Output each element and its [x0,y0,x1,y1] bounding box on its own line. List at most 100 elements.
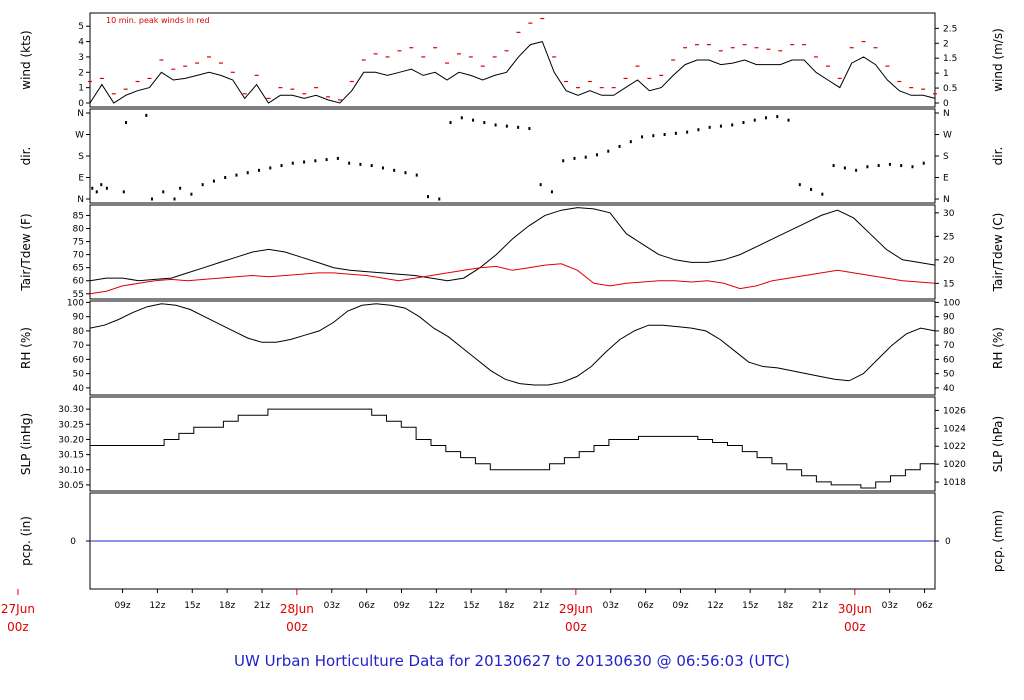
dir-point [125,121,128,125]
temp-left-axis-label: 75 [73,238,84,248]
dir-point [843,166,846,170]
dir-point [539,183,542,187]
slp-left-axis-label: 30.15 [58,451,84,461]
slp-panel-frame [89,396,936,492]
time-tick-label: 12z [428,601,444,611]
dir-point [855,168,858,172]
rh-right-axis-label: 40 [943,384,955,394]
slp-left-axis-label: 30.20 [58,435,84,445]
dir-point [303,160,306,164]
dir-point [348,161,351,165]
slp-right-axis-label: 1026 [943,406,966,416]
day-label-date: 28Jun [280,602,314,616]
rh-left-axis-label: 90 [73,313,85,323]
time-tick-label: 03z [324,601,340,611]
dir-right-axis-label: N [943,195,950,205]
dir-point [674,131,677,135]
dir-point [798,183,801,187]
dir-right-axis-label: W [943,131,952,141]
pcp-ylabel-left: pcp. (in) [19,516,33,566]
pcp-right-label: 0 [945,537,951,547]
chart-title: UW Urban Horticulture Data for 20130627 … [234,652,790,670]
dir-point [100,183,103,187]
wind-left-axis-label: 4 [78,38,84,48]
dir-ylabel-right: dir. [991,147,1005,166]
dir-point [449,121,452,125]
slp-ylabel-right: SLP (hPa) [991,416,1005,472]
dir-point [150,197,153,201]
rh-ylabel-left: RH (%) [19,327,33,369]
time-tick-label: 09z [114,601,130,611]
slp-left-axis-label: 30.25 [58,420,84,430]
wind-right-axis-label: 0.5 [943,84,957,94]
dir-point [652,134,655,138]
rh-line [89,303,936,386]
dir-point [494,123,497,127]
dir-point [550,190,553,194]
dir-left-axis-label: W [75,131,84,141]
dir-right-axis-label: S [943,152,949,162]
dir-point [900,164,903,168]
time-tick-label: 06z [359,601,375,611]
day-label-date: 29Jun [559,602,593,616]
temp-left-axis-label: 85 [73,211,84,221]
dir-point [179,186,182,190]
time-tick-label: 21z [812,601,828,611]
dir-point [235,173,238,177]
slp-right-axis-label: 1024 [943,424,966,434]
dir-point [584,155,587,159]
pcp-ylabel-right: pcp. (mm) [991,510,1005,572]
slp-left-axis-label: 30.10 [58,466,84,476]
dir-point [258,168,260,172]
time-tick-label: 09z [672,601,688,611]
dir-point [212,179,215,183]
temp-right-axis-label: 30 [943,209,955,219]
temp-left-axis-label: 60 [73,277,85,287]
dir-point [190,192,193,196]
dir-point [105,186,108,190]
rh-right-axis-label: 70 [943,341,955,351]
time-tick-label: 18z [219,601,235,611]
dir-point [877,164,880,168]
rh-right-axis-label: 90 [943,313,955,323]
dir-point [888,162,891,166]
time-tick-label: 06z [916,601,932,611]
rh-right-axis-label: 50 [943,370,955,380]
rh-left-axis-label: 100 [67,298,84,308]
dir-left-axis-label: N [77,109,84,119]
dir-point [922,161,925,165]
time-tick-label: 18z [777,601,793,611]
time-tick-label: 15z [184,601,200,611]
dir-point [753,118,756,122]
dir-point [280,164,283,168]
time-tick-label: 06z [637,601,653,611]
temp-right-axis-label: 25 [943,232,954,242]
temp-left-axis-label: 55 [73,290,84,300]
wind-right-axis-label: 1.5 [943,54,957,64]
wind-right-axis-label: 2.5 [943,24,957,34]
temp-right-axis-label: 15 [943,279,954,289]
dir-point [381,166,384,170]
slp-step-line [90,408,935,489]
dir-point [573,156,576,160]
rh-left-axis-label: 70 [73,341,85,351]
rh-left-axis-label: 60 [73,355,85,365]
dir-point [618,144,621,148]
wind-left-axis-label: 2 [78,68,84,78]
temp-line-tdew [89,263,936,295]
temp-left-axis-label: 70 [73,251,85,261]
wind-left-axis-label: 0 [78,99,84,109]
time-tick-label: 15z [463,601,479,611]
rh-right-axis-label: 100 [943,298,960,308]
wind-ylabel-left: wind (kts) [19,30,33,89]
dir-point [173,197,176,201]
dir-left-axis-label: E [78,174,84,184]
dir-point [629,140,632,144]
temp-right-axis-label: 20 [943,256,955,266]
dir-point [91,186,94,190]
day-label-hour: 00z [286,620,308,634]
wind-panel-frame [89,12,936,108]
dir-point [731,123,734,127]
